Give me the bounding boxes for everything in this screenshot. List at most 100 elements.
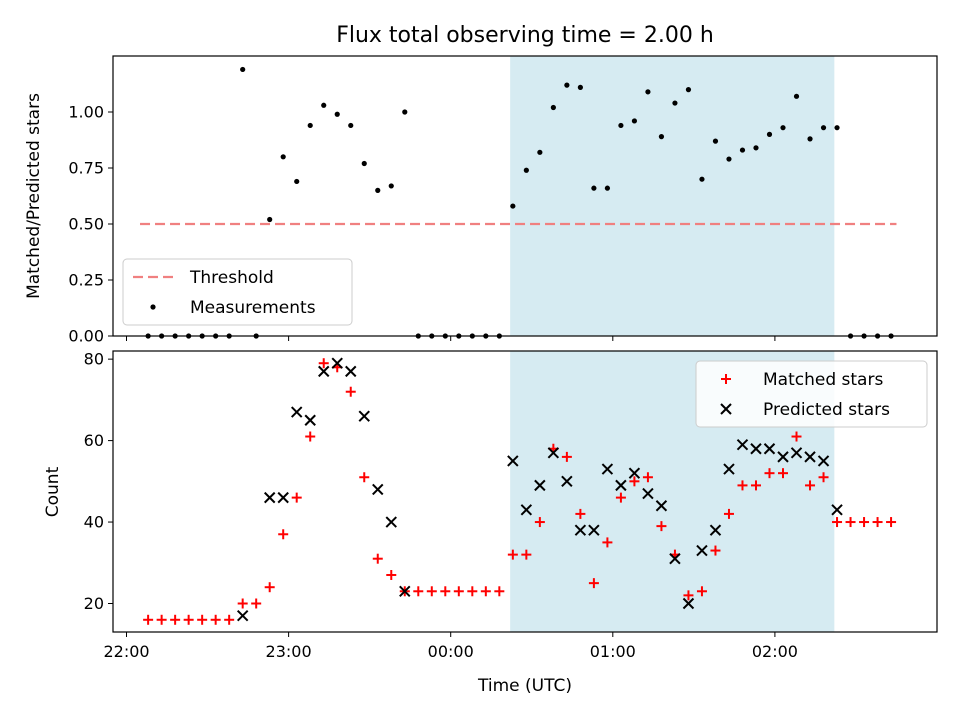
legend-threshold-label: Threshold — [189, 268, 274, 288]
predicted-star-point — [642, 487, 654, 500]
predicted-star-point — [682, 597, 695, 610]
matched-star-point — [197, 614, 208, 625]
measurement-point — [591, 185, 597, 191]
y-axis-label-ratio: Matched/Predicted stars — [24, 93, 44, 299]
measurement-point — [564, 82, 570, 88]
legend-box — [122, 258, 353, 326]
measurement-point — [631, 118, 638, 124]
matched-star-point — [318, 358, 329, 369]
predicted-star-point — [534, 479, 546, 492]
axes-frame — [112, 350, 938, 633]
matched-star-point — [723, 508, 734, 519]
matched-star-point — [305, 431, 316, 442]
predicted-star-point — [358, 410, 370, 422]
measurement-point — [523, 167, 529, 173]
matched-star-point — [872, 517, 883, 528]
matched-star-point — [291, 492, 302, 503]
predicted-star-point — [520, 504, 533, 516]
predicted-star-point — [790, 447, 803, 459]
measurement-point — [334, 111, 340, 117]
predicted-star-x-b — [507, 455, 519, 467]
predicted-star-x-b — [277, 491, 289, 504]
measurement-point — [604, 185, 611, 191]
matched-star-point — [859, 517, 870, 528]
matched-star-point — [750, 480, 761, 491]
predicted-star-point — [345, 365, 357, 378]
x-tick-label: 00:00 — [428, 642, 474, 661]
y-tick-label: 0.50 — [68, 215, 104, 234]
predicted-star-x-b — [574, 524, 587, 536]
matched-star-point — [345, 386, 356, 397]
predicted-star-x-b — [263, 491, 276, 504]
y-tick-label: 0.75 — [68, 159, 104, 178]
y-tick-label: 1.00 — [68, 103, 104, 122]
predicted-star-x-b — [723, 463, 735, 475]
predicted-star-x-b — [615, 479, 627, 492]
matched-star-point — [778, 468, 789, 479]
predicted-star-x-b — [642, 487, 654, 500]
predicted-star-point — [561, 475, 573, 488]
measurement-point — [766, 131, 773, 137]
predicted-star-point — [696, 544, 708, 557]
predicted-star-x-b — [750, 443, 762, 455]
y-tick-label: 0.25 — [68, 271, 104, 290]
predicted-star-x-b — [628, 467, 641, 479]
predicted-star-x-b — [534, 479, 546, 492]
predicted-star-x-b — [655, 500, 668, 512]
matched-star-point — [440, 586, 451, 597]
matched-star-point — [224, 614, 235, 625]
predicted-star-point — [777, 451, 789, 463]
predicted-star-point — [655, 500, 668, 512]
measurement-point — [361, 160, 367, 167]
matched-star-point — [521, 549, 532, 560]
matched-star-point — [710, 545, 721, 556]
legend-matched-label: Matched stars — [763, 370, 883, 390]
predicted-star-x-b — [601, 463, 614, 475]
predicted-star-point — [385, 516, 397, 528]
measurement-point — [577, 84, 583, 90]
predicted-star-x-b — [682, 597, 695, 610]
predicted-star-point — [804, 451, 816, 463]
matched-star-point — [602, 537, 613, 548]
predicted-star-x-b — [790, 447, 803, 459]
predicted-star-x-b — [669, 552, 681, 565]
predicted-star-x-b — [736, 438, 749, 451]
x-tick-label: 01:00 — [590, 642, 636, 661]
matched-star-point — [534, 517, 545, 528]
predicted-star-x-b — [817, 455, 830, 467]
matched-star-point — [237, 598, 248, 609]
measurement-point — [388, 183, 394, 189]
matched-star-point — [696, 586, 707, 597]
matched-star-point — [156, 614, 167, 625]
measurement-point — [726, 156, 732, 162]
y-tick-label: 60 — [84, 431, 104, 450]
predicted-star-point — [399, 585, 411, 597]
matched-star-point — [264, 582, 275, 593]
matched-star-point — [845, 517, 856, 528]
measurement-point — [348, 122, 354, 129]
predicted-star-point — [291, 406, 303, 418]
matched-star-point — [561, 451, 572, 462]
legend-measurement-label: Measurements — [190, 298, 316, 318]
measurement-point — [240, 66, 246, 73]
matched-star-point — [886, 517, 897, 528]
measurement-point — [834, 125, 840, 131]
predicted-star-x-b — [520, 504, 533, 516]
measurement-point — [294, 178, 300, 185]
predicted-star-point — [507, 455, 519, 467]
predicted-star-point — [331, 357, 343, 369]
predicted-star-point — [601, 463, 614, 475]
matched-star-point — [143, 614, 154, 625]
predicted-star-x-b — [236, 610, 249, 622]
measurement-point — [793, 93, 800, 99]
matched-star-point — [170, 614, 181, 625]
predicted-star-x-b — [399, 585, 411, 597]
measurement-point — [537, 149, 543, 155]
matched-star-point — [183, 614, 194, 625]
predicted-star-x-b — [709, 524, 722, 536]
measurement-point — [307, 122, 313, 129]
legend-ratio: Threshold Measurements — [122, 258, 353, 326]
measurement-point — [402, 109, 408, 115]
matched-star-point — [615, 492, 626, 503]
predicted-star-x-b — [561, 475, 573, 488]
